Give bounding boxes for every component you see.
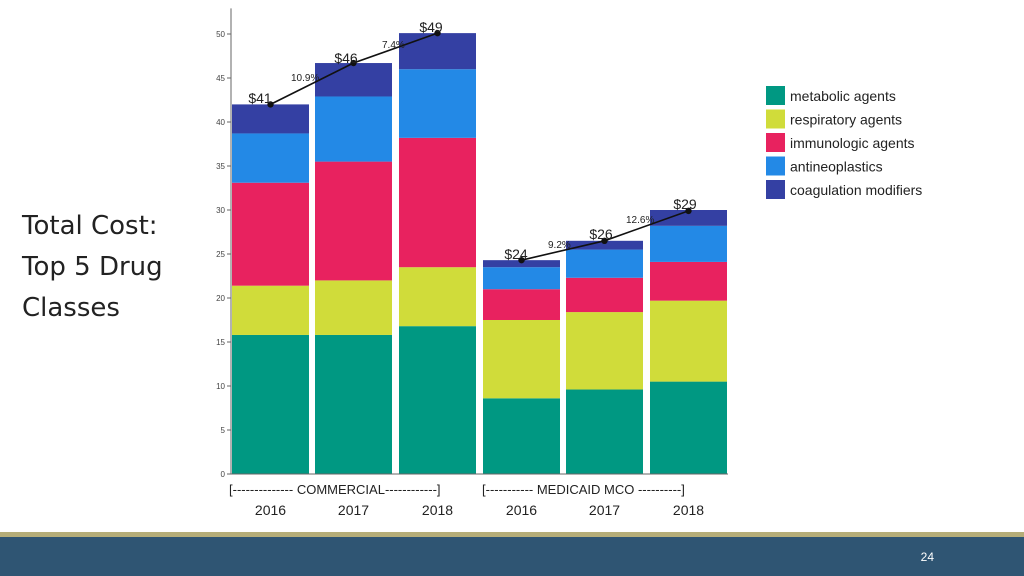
bar-segment — [566, 277, 643, 313]
legend-swatch — [766, 156, 785, 176]
trend-point — [518, 256, 525, 264]
x-tick-label: 2018 — [422, 502, 453, 518]
bar-segment — [650, 381, 727, 474]
y-tick-label: 15 — [216, 338, 225, 347]
slide-title: Total Cost: Top 5 Drug Classes — [22, 206, 202, 329]
bar-segment — [566, 240, 643, 250]
trend-point — [350, 59, 357, 67]
bar-segment — [650, 300, 727, 382]
bar-segment — [650, 210, 727, 226]
trend-point — [434, 29, 441, 37]
y-tick-label: 45 — [216, 74, 225, 83]
bar-segment — [232, 182, 309, 286]
total-label: $46 — [334, 50, 358, 66]
trend-point — [267, 101, 274, 108]
total-label: $29 — [673, 196, 697, 212]
title-line-2: Top 5 Drug — [22, 252, 163, 282]
growth-label: 10.9% — [291, 73, 319, 84]
title-line-1: Total Cost: — [22, 211, 158, 241]
bar-segment — [399, 267, 476, 327]
y-tick-label: 35 — [216, 162, 225, 171]
trend-point — [685, 207, 692, 215]
bar-segment — [483, 398, 560, 474]
total-label: $41 — [248, 90, 272, 106]
title-line-3: Classes — [22, 293, 120, 323]
bar-segment — [315, 161, 392, 281]
bar-segment — [232, 285, 309, 335]
legend-label: metabolic agents — [790, 88, 896, 104]
y-tick-label: 25 — [216, 250, 225, 259]
bar-segment — [483, 320, 560, 399]
legend-label: respiratory agents — [790, 112, 902, 128]
footer-stripe — [0, 532, 1024, 537]
x-tick-label: 2017 — [338, 502, 369, 518]
bar-segment — [232, 133, 309, 183]
y-tick-label: 30 — [216, 206, 225, 215]
group-label-commercial: [-------------- COMMERCIAL------------] — [229, 482, 441, 497]
legend-swatch — [766, 180, 785, 199]
bar-segment — [232, 334, 309, 474]
bar-segment — [483, 267, 560, 290]
bar-segment — [566, 249, 643, 278]
legend-label: immunologic agents — [790, 135, 915, 151]
trend-point — [601, 237, 608, 244]
legend-swatch — [766, 109, 785, 129]
total-label: $24 — [504, 246, 528, 262]
bar-segment — [399, 137, 476, 268]
y-tick-label: 20 — [216, 294, 225, 303]
legend-label: coagulation modifiers — [790, 182, 922, 198]
bar-segment — [315, 63, 392, 97]
bar-segment — [399, 69, 476, 138]
total-label: $26 — [589, 226, 613, 242]
x-tick-label: 2017 — [589, 502, 620, 518]
y-tick-label: 40 — [216, 118, 225, 127]
growth-label: 9.2% — [548, 240, 571, 251]
bar-segment — [315, 96, 392, 162]
bar-segment — [650, 225, 727, 262]
y-tick-label: 50 — [216, 30, 225, 39]
y-tick-label: 0 — [221, 470, 226, 479]
bar-segment — [399, 326, 476, 474]
bar-segment — [566, 389, 643, 474]
bar-segment — [483, 260, 560, 268]
total-label: $49 — [419, 19, 443, 35]
x-tick-label: 2016 — [255, 502, 286, 518]
legend-label: antineoplastics — [790, 159, 883, 175]
group-label-medicaid: [----------- MEDICAID MCO ----------] — [482, 482, 685, 497]
bar-segment — [483, 289, 560, 320]
y-tick-label: 10 — [216, 382, 225, 391]
growth-label: 7.4% — [382, 40, 405, 51]
legend-swatch — [766, 133, 785, 152]
bar-segment — [315, 334, 392, 474]
page-number: 24 — [920, 550, 934, 564]
y-tick-label: 5 — [221, 426, 226, 435]
growth-label: 12.6% — [626, 215, 654, 226]
legend-swatch — [766, 86, 785, 105]
bar-segment — [315, 280, 392, 335]
footer-bar: 24 — [0, 537, 1024, 576]
bar-segment — [650, 261, 727, 301]
bar-segment — [399, 33, 476, 70]
bar-segment — [566, 312, 643, 390]
x-tick-label: 2018 — [673, 502, 704, 518]
x-tick-label: 2016 — [506, 502, 537, 518]
bar-segment — [232, 104, 309, 134]
